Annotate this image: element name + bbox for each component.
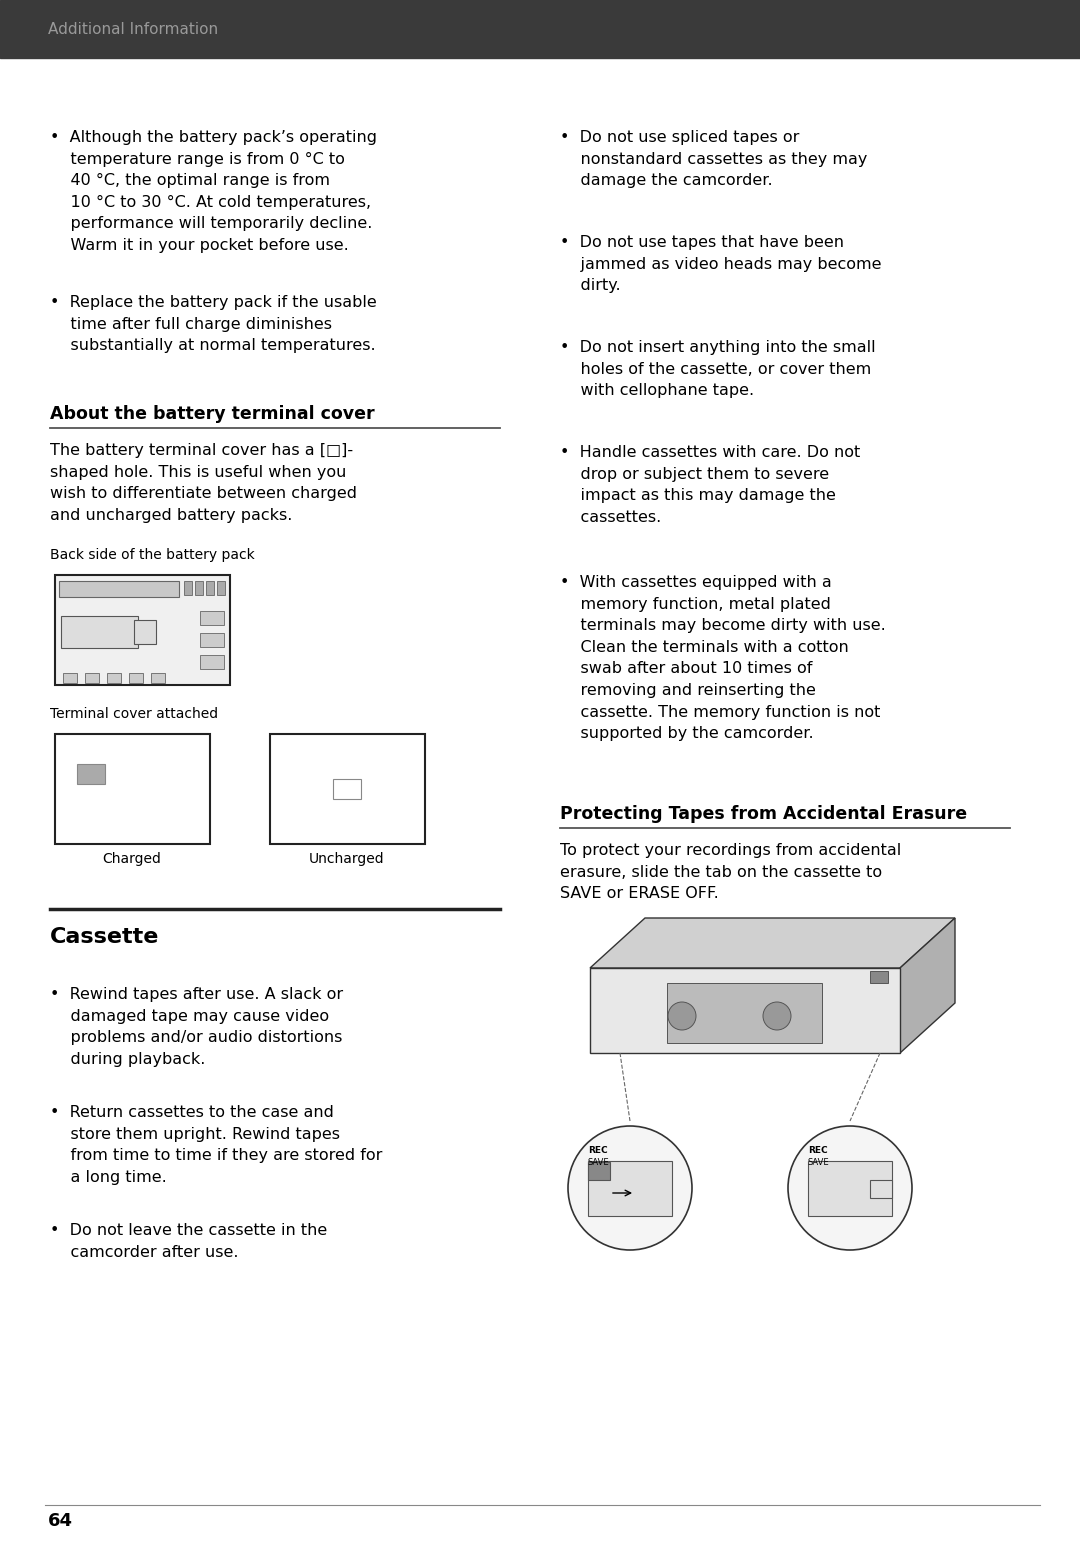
Text: •  Although the battery pack’s operating
    temperature range is from 0 °C to
 : • Although the battery pack’s operating … [50,129,377,253]
Circle shape [762,1002,791,1030]
Bar [59,580,179,597]
Bar [590,969,900,1053]
Text: •  Return cassettes to the case and
    store them upright. Rewind tapes
    fro: • Return cassettes to the case and store… [50,1104,382,1184]
Bar [0,0,1080,58]
Text: •  Rewind tapes after use. A slack or
    damaged tape may cause video
    probl: • Rewind tapes after use. A slack or dam… [50,987,343,1067]
Bar [206,580,214,594]
Bar [667,983,822,1044]
Bar [588,1162,610,1179]
Text: REC: REC [588,1147,608,1154]
Text: •  Do not insert anything into the small
    holes of the cassette, or cover the: • Do not insert anything into the small … [561,340,876,398]
Text: Uncharged: Uncharged [309,852,384,866]
Text: Additional Information: Additional Information [48,22,218,36]
Bar [200,655,224,669]
Text: •  Replace the battery pack if the usable
    time after full charge diminishes
: • Replace the battery pack if the usable… [50,295,377,353]
Text: SAVE: SAVE [808,1158,829,1167]
Text: 64: 64 [48,1512,73,1530]
Text: •  With cassettes equipped with a
    memory function, metal plated
    terminal: • With cassettes equipped with a memory … [561,576,886,741]
Text: The battery terminal cover has a [□]-
shaped hole. This is useful when you
wish : The battery terminal cover has a [□]- sh… [50,443,357,523]
Circle shape [669,1002,696,1030]
Text: REC: REC [808,1147,827,1154]
Text: •  Do not use tapes that have been
    jammed as video heads may become
    dirt: • Do not use tapes that have been jammed… [561,236,881,293]
Polygon shape [590,917,955,969]
Text: SAVE: SAVE [588,1158,609,1167]
Bar [270,735,426,844]
Bar [870,1179,892,1198]
Text: Back side of the battery pack: Back side of the battery pack [50,548,255,562]
Text: Terminal cover attached: Terminal cover attached [50,707,218,721]
Bar [200,612,224,626]
Bar [60,616,138,647]
Bar [870,970,888,983]
Bar [808,1161,892,1215]
Text: To protect your recordings from accidental
erasure, slide the tab on the cassett: To protect your recordings from accident… [561,842,901,902]
Bar [184,580,192,594]
Text: •  Do not use spliced tapes or
    nonstandard cassettes as they may
    damage : • Do not use spliced tapes or nonstandar… [561,129,867,189]
Text: Charged: Charged [103,852,161,866]
Bar [63,672,77,683]
Bar [217,580,225,594]
Bar [85,672,99,683]
Text: •  Do not leave the cassette in the
    camcorder after use.: • Do not leave the cassette in the camco… [50,1223,327,1259]
Bar [333,778,361,799]
Bar [77,764,105,785]
Text: Protecting Tapes from Accidental Erasure: Protecting Tapes from Accidental Erasure [561,805,967,824]
Circle shape [568,1126,692,1250]
Circle shape [788,1126,912,1250]
Bar [200,633,224,647]
Bar [588,1161,672,1215]
Text: Cassette: Cassette [50,927,160,947]
Polygon shape [900,917,955,1053]
Bar [134,619,156,644]
Bar [107,672,121,683]
Bar [129,672,143,683]
Bar [55,735,210,844]
Text: About the battery terminal cover: About the battery terminal cover [50,406,375,423]
Text: •  Handle cassettes with care. Do not
    drop or subject them to severe
    imp: • Handle cassettes with care. Do not dro… [561,445,861,524]
Bar [55,576,230,685]
Bar [195,580,203,594]
Bar [151,672,165,683]
